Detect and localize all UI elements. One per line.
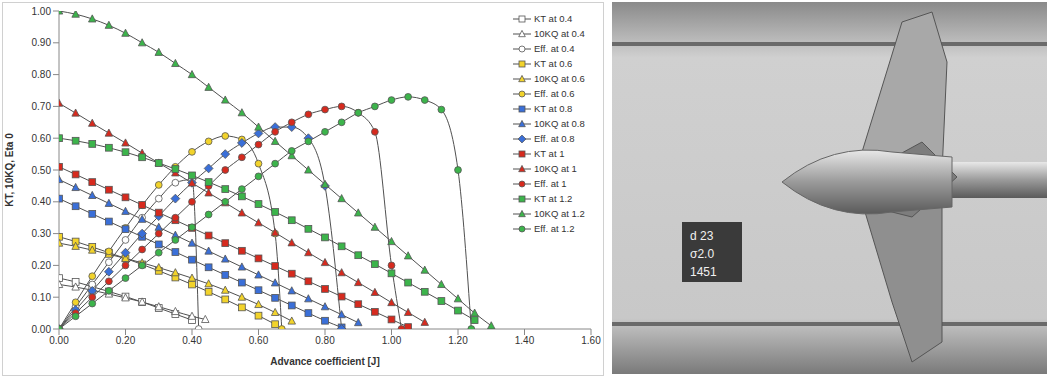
svg-text:0.60: 0.60: [32, 133, 52, 144]
svg-text:0.80: 0.80: [315, 335, 335, 346]
html-text:Eff. at 1: Eff. at 1: [534, 178, 567, 189]
svg-text:KT, 10KQ, Eta 0: KT, 10KQ, Eta 0: [4, 133, 15, 207]
html-text:Eff. at 0.4: Eff. at 0.4: [534, 43, 575, 54]
html-text:KT at 0.8: KT at 0.8: [534, 103, 573, 114]
svg-text:d 23: d 23: [690, 229, 714, 243]
svg-text:1.40: 1.40: [515, 335, 535, 346]
svg-text:0.40: 0.40: [32, 196, 52, 207]
svg-text:0.60: 0.60: [249, 335, 269, 346]
svg-text:0.40: 0.40: [182, 335, 202, 346]
svg-text:1451: 1451: [690, 265, 717, 279]
svg-text:0.20: 0.20: [32, 260, 52, 271]
svg-text:0.20: 0.20: [116, 335, 136, 346]
svg-text:0.00: 0.00: [49, 335, 69, 346]
svg-text:0.10: 0.10: [32, 292, 52, 303]
html-text:KT at 0.6: KT at 0.6: [534, 58, 573, 69]
svg-text:0.90: 0.90: [32, 37, 52, 48]
html-text:KT at 0.4: KT at 0.4: [534, 13, 573, 24]
svg-text:1.00: 1.00: [32, 6, 52, 17]
html-text:KT at 1: KT at 1: [534, 148, 565, 159]
svg-text:σ2.0: σ2.0: [690, 247, 714, 261]
html-text:10KQ at 0.4: 10KQ at 0.4: [534, 28, 585, 39]
html-text:10KQ at 1: 10KQ at 1: [534, 163, 577, 174]
html-text:10KQ at 0.6: 10KQ at 0.6: [534, 73, 585, 84]
html-text:Eff. at 1.2: Eff. at 1.2: [534, 223, 575, 234]
svg-text:1.20: 1.20: [448, 335, 468, 346]
svg-text:1.60: 1.60: [581, 335, 601, 346]
html-text:10KQ at 0.8: 10KQ at 0.8: [534, 118, 585, 129]
html-text:Eff. at 0.8: Eff. at 0.8: [534, 133, 575, 144]
svg-text:Advance coefficient [J]: Advance coefficient [J]: [270, 356, 379, 367]
svg-text:0.30: 0.30: [32, 228, 52, 239]
svg-text:1.00: 1.00: [382, 335, 402, 346]
svg-text:0.50: 0.50: [32, 165, 52, 176]
svg-text:0.80: 0.80: [32, 69, 52, 80]
svg-text:0.00: 0.00: [32, 324, 52, 335]
html-text:Eff. at 0.6: Eff. at 0.6: [534, 88, 575, 99]
html-text:10KQ at 1.2: 10KQ at 1.2: [534, 208, 585, 219]
html-text:KT at 1.2: KT at 1.2: [534, 193, 573, 204]
svg-text:0.70: 0.70: [32, 101, 52, 112]
